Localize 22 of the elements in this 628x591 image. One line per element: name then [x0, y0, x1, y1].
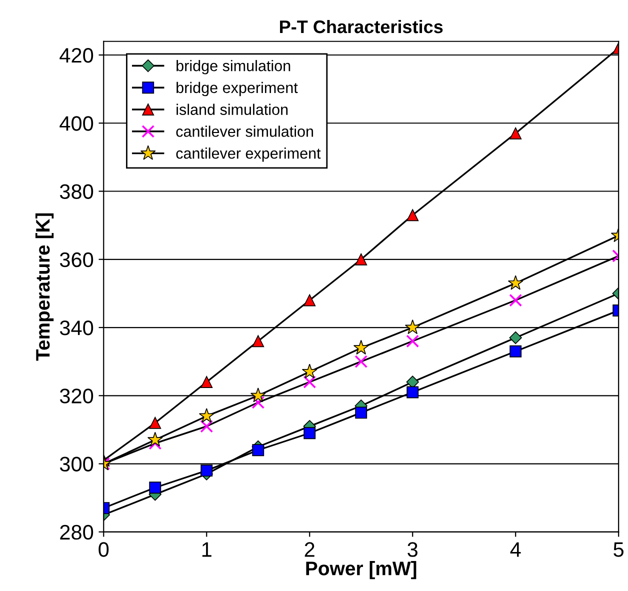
- y-tick-label: 340: [60, 320, 94, 336]
- x-tick-label: 3: [408, 542, 418, 557]
- legend-label: cantilever simulation: [176, 126, 314, 137]
- legend-label: cantilever experiment: [176, 148, 321, 162]
- y-tick-label: 300: [60, 456, 94, 472]
- chart-title: P-T Characteristics: [280, 20, 443, 34]
- x-tick-label: 4: [510, 542, 521, 557]
- x-tick-label: 1: [202, 542, 212, 557]
- y-tick-label: 360: [60, 252, 94, 268]
- legend-label: bridge experiment: [176, 82, 298, 96]
- y-tick-label: 380: [60, 184, 94, 200]
- y-axis-title: Temperature [K]: [35, 213, 54, 361]
- legend-label: island simulation: [176, 104, 288, 116]
- y-tick-label: 420: [60, 48, 94, 63]
- y-tick-label: 400: [60, 116, 94, 131]
- y-tick-label: 320: [60, 388, 94, 404]
- x-tick-label: 2: [304, 542, 314, 557]
- y-tick-label: 280: [60, 524, 94, 540]
- x-tick-label: 0: [98, 542, 109, 557]
- legend-label: bridge simulation: [176, 60, 290, 74]
- x-axis-title: Power [mW]: [306, 561, 416, 580]
- x-tick-label: 5: [614, 542, 624, 557]
